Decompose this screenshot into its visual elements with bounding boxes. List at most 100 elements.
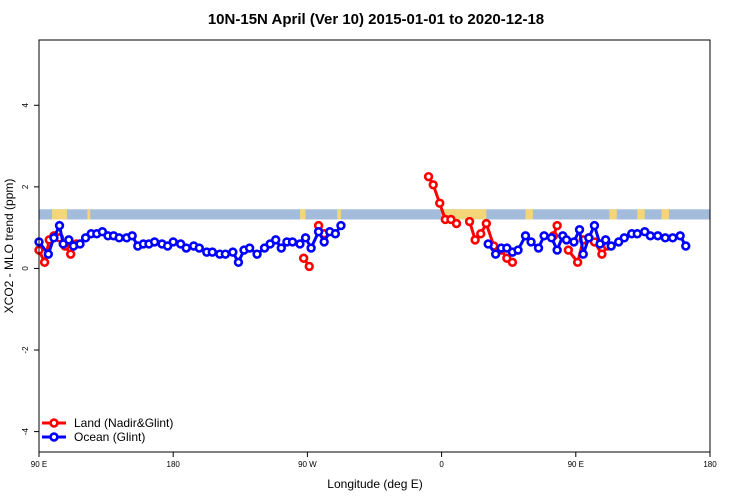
x-axis: 90 E 180 90 W 0 90 E 180 <box>31 452 717 469</box>
data-point <box>149 237 160 247</box>
legend-label: Ocean (Glint) <box>74 430 145 444</box>
data-point <box>336 220 346 231</box>
data-point <box>313 227 324 237</box>
data-point <box>114 233 124 243</box>
x-tick-label: 180 <box>703 460 717 469</box>
land-ocean-strip <box>39 209 710 220</box>
data-point <box>675 231 685 241</box>
data-point <box>39 257 50 268</box>
land-patch <box>441 209 487 220</box>
data-point <box>304 261 314 272</box>
data-point <box>220 249 231 259</box>
y-tick-label: 2 <box>21 184 30 189</box>
data-point <box>252 249 262 259</box>
data-point <box>597 249 607 259</box>
data-point <box>276 243 287 253</box>
data-point <box>295 239 305 249</box>
data-point <box>483 239 493 249</box>
data-point <box>287 237 298 247</box>
data-point <box>451 218 462 229</box>
land-patch <box>299 209 306 220</box>
data-point <box>653 231 663 241</box>
data-point <box>507 257 518 268</box>
data-point <box>43 249 54 259</box>
land-patch <box>52 209 67 220</box>
series-land <box>34 171 613 272</box>
land-patch <box>637 209 645 220</box>
series-ocean <box>34 220 691 268</box>
data-point <box>584 233 594 243</box>
x-axis-label: Longitude (deg E) <box>327 477 422 491</box>
data-point <box>619 233 629 243</box>
data-point <box>194 243 204 253</box>
data-point <box>660 233 670 243</box>
data-point <box>526 237 536 247</box>
x-tick-label: 90 E <box>568 460 584 469</box>
legend-marker <box>49 432 59 442</box>
data-point <box>49 233 59 243</box>
legend: Land (Nadir&Glint)Ocean (Glint) <box>42 416 173 444</box>
data-point <box>233 257 244 268</box>
y-tick-label: -4 <box>21 428 30 436</box>
data-point <box>54 220 65 231</box>
data-point <box>423 171 434 182</box>
data-point <box>606 241 616 251</box>
data-point <box>271 235 281 245</box>
land-patch <box>87 209 91 220</box>
y-tick-label: -2 <box>21 346 30 354</box>
land-patch <box>337 209 341 220</box>
x-tick-label: 0 <box>439 460 444 469</box>
chart-title: 10N-15N April (Ver 10) 2015-01-01 to 202… <box>208 11 544 28</box>
data-point <box>520 231 531 241</box>
legend-label: Land (Nadir&Glint) <box>74 416 173 430</box>
data-point <box>561 235 572 245</box>
ocean-band <box>39 209 710 220</box>
data-point <box>578 249 588 259</box>
data-point <box>244 243 255 253</box>
data-point <box>207 247 218 257</box>
data-point <box>476 229 486 239</box>
data-point <box>464 216 475 227</box>
data-point <box>64 235 74 245</box>
data-point <box>300 233 311 243</box>
data-point <box>645 231 656 241</box>
data-point <box>481 218 492 229</box>
y-tick-label: 0 <box>21 266 30 271</box>
land-patch <box>609 209 617 220</box>
data-point <box>574 224 585 235</box>
data-point <box>75 239 85 249</box>
data-point <box>600 235 611 245</box>
data-point <box>681 241 691 251</box>
data-point <box>563 245 574 255</box>
x-tick-label: 90 E <box>31 460 47 469</box>
data-point <box>470 235 480 245</box>
series-layer <box>34 171 691 272</box>
data-point <box>330 229 341 239</box>
data-point <box>490 249 501 259</box>
data-point <box>65 249 76 259</box>
data-point <box>589 220 600 231</box>
data-point <box>127 231 137 241</box>
plot-frame <box>38 39 711 453</box>
x-tick-label: 180 <box>167 460 181 469</box>
data-point <box>546 233 557 243</box>
data-point <box>298 253 309 263</box>
data-point <box>435 198 445 208</box>
data-point <box>572 257 583 268</box>
data-point <box>428 180 438 190</box>
land-patch <box>661 209 669 220</box>
data-point <box>181 243 191 253</box>
data-point <box>552 245 562 255</box>
data-point <box>319 237 329 247</box>
y-axis-label: XCO2 - MLO trend (ppm) <box>2 179 16 314</box>
y-tick-label: 4 <box>21 102 30 107</box>
data-point <box>168 237 178 247</box>
data-point <box>552 220 562 231</box>
data-point <box>632 229 643 239</box>
land-patch <box>525 209 533 220</box>
x-tick-label: 90 W <box>298 460 317 469</box>
y-axis: -4 -2 0 2 4 <box>21 102 39 435</box>
data-point <box>306 243 316 253</box>
data-point <box>668 233 678 243</box>
